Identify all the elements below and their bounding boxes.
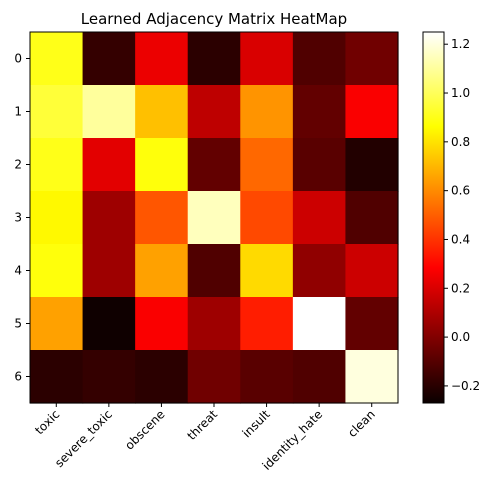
colorbar-tick-label: 1.0 bbox=[451, 86, 470, 100]
heatmap-cell-1-4 bbox=[240, 85, 294, 139]
heatmap-cell-4-0 bbox=[30, 244, 84, 298]
heatmap-cell-5-2 bbox=[135, 297, 189, 351]
colorbar-tick-label: 0.2 bbox=[451, 281, 470, 295]
heatmap-cell-3-0 bbox=[30, 191, 84, 245]
heatmap-cell-3-2 bbox=[135, 191, 189, 245]
heatmap-cell-6-5 bbox=[292, 350, 347, 404]
heatmap-cell-6-3 bbox=[187, 350, 241, 404]
y-tick-label: 5 bbox=[14, 317, 22, 331]
colorbar-tick-label: 0.4 bbox=[451, 232, 470, 246]
heatmap-cell-4-5 bbox=[292, 244, 347, 298]
x-tick-label: insult bbox=[240, 407, 273, 440]
heatmap-cell-0-1 bbox=[82, 32, 136, 86]
y-axis-ticks: 0 1 2 3 4 5 6 bbox=[14, 52, 30, 384]
heatmap-cell-2-4 bbox=[240, 138, 294, 192]
heatmap-cell-2-1 bbox=[82, 138, 136, 192]
heatmap-cell-0-4 bbox=[240, 32, 294, 86]
heatmap-cell-3-4 bbox=[240, 191, 294, 245]
heatmap-cell-2-6 bbox=[345, 138, 399, 192]
heatmap-cell-1-0 bbox=[30, 85, 84, 139]
heatmap-cell-0-2 bbox=[135, 32, 189, 86]
y-tick-label: 6 bbox=[14, 370, 22, 384]
heatmap-cells bbox=[30, 32, 399, 404]
heatmap-cell-1-5 bbox=[292, 85, 347, 139]
heatmap-cell-0-5 bbox=[292, 32, 347, 86]
heatmap-cell-0-0 bbox=[30, 32, 84, 86]
x-tick-label: obscene bbox=[122, 407, 167, 452]
x-tick-label: clean bbox=[345, 407, 378, 440]
heatmap-cell-5-6 bbox=[345, 297, 399, 351]
y-tick-label: 1 bbox=[14, 105, 22, 119]
heatmap-cell-4-4 bbox=[240, 244, 294, 298]
heatmap-cell-3-5 bbox=[292, 191, 347, 245]
heatmap-cell-1-1 bbox=[82, 85, 136, 139]
heatmap-cell-5-5 bbox=[292, 297, 347, 351]
heatmap-cell-5-3 bbox=[187, 297, 241, 351]
heatmap-cell-2-2 bbox=[135, 138, 189, 192]
chart-title: Learned Adjacency Matrix HeatMap bbox=[81, 10, 347, 28]
heatmap-cell-6-0 bbox=[30, 350, 84, 404]
heatmap-cell-0-6 bbox=[345, 32, 399, 86]
colorbar-frame bbox=[422, 31, 445, 404]
heatmap-cell-6-2 bbox=[135, 350, 189, 404]
heatmap-cell-1-3 bbox=[187, 85, 241, 139]
heatmap-cell-6-6 bbox=[345, 350, 399, 404]
y-tick-label: 0 bbox=[14, 52, 22, 66]
heatmap-cell-5-4 bbox=[240, 297, 294, 351]
heatmap-cell-6-4 bbox=[240, 350, 294, 404]
colorbar bbox=[423, 32, 444, 403]
heatmap-cell-3-1 bbox=[82, 191, 136, 245]
colorbar-tick-label: 0.0 bbox=[451, 330, 470, 344]
heatmap-cell-4-3 bbox=[187, 244, 241, 298]
colorbar-tick-label: −0.2 bbox=[451, 379, 480, 393]
colorbar-tick-label: 0.8 bbox=[451, 135, 470, 149]
colorbar-tick-label: 0.6 bbox=[451, 184, 470, 198]
heatmap-cell-3-3 bbox=[187, 191, 241, 245]
heatmap-cell-2-0 bbox=[30, 138, 84, 192]
colorbar-ticks: 1.2 1.0 0.8 0.6 0.4 0.2 0.0 −0.2 bbox=[444, 37, 480, 393]
heatmap-cell-2-3 bbox=[187, 138, 241, 192]
x-tick-label: threat bbox=[184, 407, 220, 443]
heatmap-cell-4-1 bbox=[82, 244, 136, 298]
heatmap-cell-0-3 bbox=[187, 32, 241, 86]
heatmap-cell-4-6 bbox=[345, 244, 399, 298]
y-tick-label: 3 bbox=[14, 211, 22, 225]
heatmap-cell-5-0 bbox=[30, 297, 84, 351]
heatmap-cell-1-2 bbox=[135, 85, 189, 139]
colorbar-tick-label: 1.2 bbox=[451, 37, 470, 51]
heatmap-cell-6-1 bbox=[82, 350, 136, 404]
heatmap-cell-3-6 bbox=[345, 191, 399, 245]
y-tick-label: 2 bbox=[14, 158, 22, 172]
heatmap-cell-2-5 bbox=[292, 138, 347, 192]
heatmap-cell-4-2 bbox=[135, 244, 189, 298]
x-tick-label: toxic bbox=[32, 407, 62, 437]
heatmap-cell-5-1 bbox=[82, 297, 136, 351]
y-tick-label: 4 bbox=[14, 264, 22, 278]
heatmap-cell-1-6 bbox=[345, 85, 399, 139]
